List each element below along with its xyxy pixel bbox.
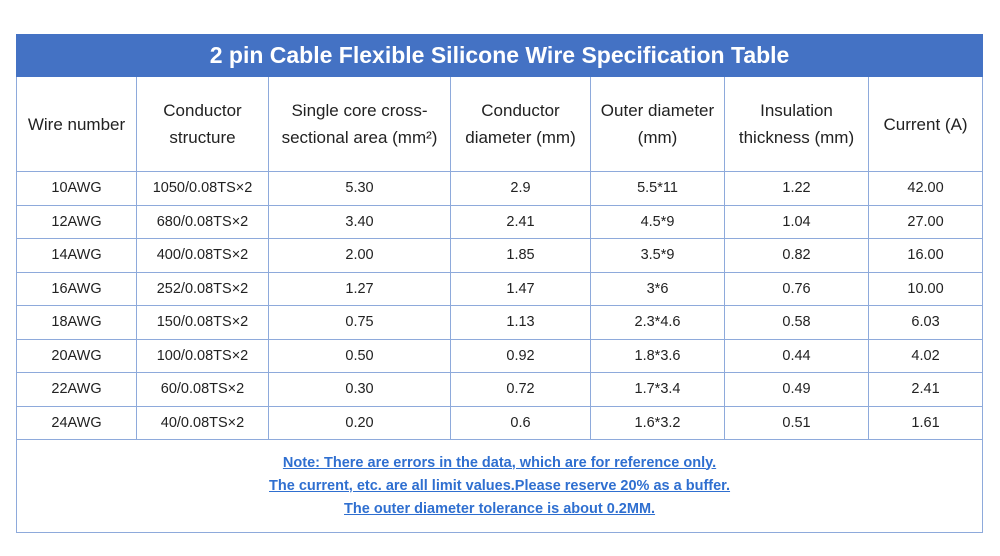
data-row: 16AWG 252/0.08TS×2 1.27 1.47 3*6 0.76 10.00	[16, 271, 984, 306]
data-cell: 3.40	[268, 204, 451, 239]
data-cell: 0.20	[268, 405, 451, 440]
note-line: The current, etc. are all limit values.P…	[269, 477, 731, 494]
table-body: 2 pin Cable Flexible Silicone Wire Speci…	[15, 34, 984, 533]
data-cell: 3.5*9	[590, 238, 725, 273]
data-cell: 3*6	[590, 271, 725, 306]
data-cell: 1.47	[450, 271, 591, 306]
data-cell: 0.30	[268, 372, 451, 407]
table-title: 2 pin Cable Flexible Silicone Wire Speci…	[15, 34, 984, 77]
header-row: Wire number Conductor structure Single cor…	[16, 76, 984, 172]
data-row: 10AWG 1050/0.08TS×2 5.30 2.9 5.5*11 1.22 42.00	[16, 171, 984, 206]
header-cell: Conductor structure	[136, 76, 269, 172]
data-cell: 1.22	[724, 171, 869, 206]
data-row: 20AWG 100/0.08TS×2 0.50 0.92 1.8*3.6 0.44 4.02	[16, 338, 984, 373]
data-cell: 18AWG	[16, 305, 137, 340]
data-cell: 100/0.08TS×2	[136, 338, 269, 373]
data-cell: 150/0.08TS×2	[136, 305, 269, 340]
data-cell: 1.61	[867, 405, 984, 440]
notes-cell: Note: There are errors in the data, whic…	[15, 439, 984, 533]
data-row: 24AWG 40/0.08TS×2 0.20 0.6 1.6*3.2 0.51 1.61	[16, 405, 984, 440]
data-cell: 0.76	[724, 271, 869, 306]
data-cell: 0.92	[450, 338, 591, 373]
data-cell: 0.50	[268, 338, 451, 373]
data-cell: 0.51	[724, 405, 869, 440]
data-cell: 24AWG	[16, 405, 137, 440]
data-cell: 252/0.08TS×2	[136, 271, 269, 306]
data-cell: 12AWG	[16, 204, 137, 239]
data-cell: 6.03	[867, 305, 984, 340]
data-cell: 60/0.08TS×2	[136, 372, 269, 407]
data-cell: 2.9	[450, 171, 591, 206]
notes-row: Note: There are errors in the data, whic…	[15, 439, 984, 533]
spec-table-wrap: 2 pin Cable Flexible Silicone Wire Speci…	[15, 34, 984, 533]
header-cell: Conductor diameter (mm)	[450, 76, 591, 172]
data-cell: 22AWG	[16, 372, 137, 407]
data-cell: 1.8*3.6	[590, 338, 725, 373]
data-cell: 1050/0.08TS×2	[136, 171, 269, 206]
data-cell: 14AWG	[16, 238, 137, 273]
data-cell: 5.5*11	[590, 171, 725, 206]
header-cell: Insulation thickness (mm)	[724, 76, 869, 172]
data-cell: 1.04	[724, 204, 869, 239]
data-cell: 1.7*3.4	[590, 372, 725, 407]
header-cell: Wire number	[16, 76, 137, 172]
spec-table: 2 pin Cable Flexible Silicone Wire Speci…	[15, 34, 984, 533]
data-cell: 27.00	[867, 204, 984, 239]
data-cell: 0.58	[724, 305, 869, 340]
data-cell: 1.85	[450, 238, 591, 273]
data-row: 18AWG 150/0.08TS×2 0.75 1.13 2.3*4.6 0.58 6.03	[16, 305, 984, 340]
note-line: The outer diameter tolerance is about 0.…	[344, 500, 656, 517]
data-cell: 0.75	[268, 305, 451, 340]
data-cell: 40/0.08TS×2	[136, 405, 269, 440]
data-cell: 16AWG	[16, 271, 137, 306]
data-cell: 0.82	[724, 238, 869, 273]
header-cell: Single core cross-sectional area (mm²)	[268, 76, 451, 172]
header-cell: Current (A)	[867, 76, 984, 172]
data-cell: 0.49	[724, 372, 869, 407]
data-cell: 10AWG	[16, 171, 137, 206]
title-row: 2 pin Cable Flexible Silicone Wire Speci…	[15, 34, 984, 77]
data-cell: 42.00	[867, 171, 984, 206]
data-cell: 10.00	[867, 271, 984, 306]
data-cell: 0.44	[724, 338, 869, 373]
data-row: 14AWG 400/0.08TS×2 2.00 1.85 3.5*9 0.82 16.00	[16, 238, 984, 273]
data-row: 22AWG 60/0.08TS×2 0.30 0.72 1.7*3.4 0.49 2.41	[16, 372, 984, 407]
data-cell: 680/0.08TS×2	[136, 204, 269, 239]
header-cell: Outer diameter (mm)	[590, 76, 725, 172]
data-cell: 1.27	[268, 271, 451, 306]
data-cell: 400/0.08TS×2	[136, 238, 269, 273]
data-cell: 2.00	[268, 238, 451, 273]
data-cell: 2.3*4.6	[590, 305, 725, 340]
data-cell: 4.5*9	[590, 204, 725, 239]
data-cell: 2.41	[867, 372, 984, 407]
note-line: Note: There are errors in the data, whic…	[282, 454, 717, 471]
data-cell: 4.02	[867, 338, 984, 373]
data-cell: 16.00	[867, 238, 984, 273]
data-row: 12AWG 680/0.08TS×2 3.40 2.41 4.5*9 1.04 27.00	[16, 204, 984, 239]
data-cell: 1.6*3.2	[590, 405, 725, 440]
data-cell: 20AWG	[16, 338, 137, 373]
data-cell: 1.13	[450, 305, 591, 340]
data-cell: 0.72	[450, 372, 591, 407]
data-cell: 0.6	[450, 405, 591, 440]
data-cell: 2.41	[450, 204, 591, 239]
data-cell: 5.30	[268, 171, 451, 206]
